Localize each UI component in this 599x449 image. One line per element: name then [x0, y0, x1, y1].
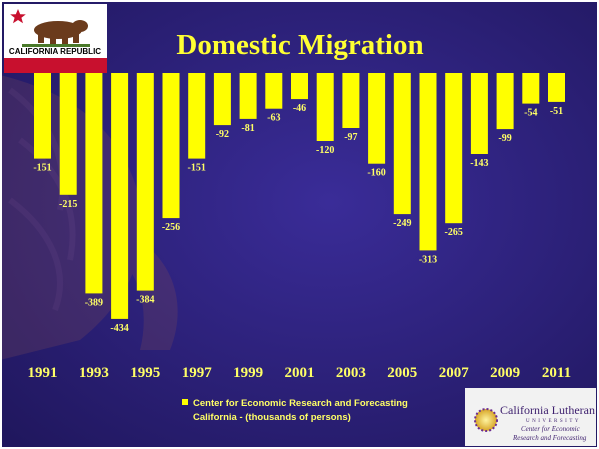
logo-sub: UNIVERSITY	[526, 419, 581, 424]
value-label-2003: -97	[344, 132, 357, 143]
x-tick-2007: 2007	[439, 365, 470, 381]
value-label-1998: -92	[216, 129, 229, 140]
value-label-1993: -389	[85, 297, 103, 308]
value-label-2011: -51	[550, 106, 563, 117]
value-label-2010: -54	[524, 108, 537, 119]
bar-2003	[342, 73, 360, 128]
value-label-1997: -151	[188, 163, 206, 174]
bar-1992	[59, 73, 77, 195]
legend-swatch	[182, 399, 188, 405]
bar-2000	[265, 73, 283, 109]
value-label-1996: -256	[162, 222, 180, 233]
value-label-2007: -265	[445, 227, 463, 238]
star-icon	[10, 9, 26, 24]
cal-lutheran-logo: California Lutheran UNIVERSITY Center fo…	[465, 388, 596, 446]
value-label-1991: -151	[33, 163, 51, 174]
value-label-2002: -120	[316, 145, 334, 156]
legend-line-2: California - (thousands of persons)	[193, 412, 351, 423]
x-tick-1995: 1995	[130, 365, 160, 381]
x-tick-1993: 1993	[79, 365, 109, 381]
california-flag: CALIFORNIA REPUBLIC	[4, 4, 107, 73]
bar-1994	[111, 73, 129, 319]
bar-2002	[316, 73, 334, 141]
bear-icon	[34, 20, 88, 44]
value-label-2004: -160	[367, 168, 385, 179]
value-label-1995: -384	[136, 295, 154, 306]
logo-line-2: Research and Forecasting	[512, 434, 587, 442]
bar-2011	[548, 73, 565, 102]
chart-title: Domestic Migration	[176, 29, 423, 61]
x-tick-2011: 2011	[542, 365, 571, 381]
value-label-1994: -434	[110, 323, 128, 334]
logo-name: California Lutheran	[500, 403, 595, 417]
x-tick-2003: 2003	[336, 365, 366, 381]
x-tick-1991: 1991	[28, 365, 58, 381]
bar-2005	[393, 73, 411, 215]
x-axis-ticks: 1991 1993 1995 1997 1999 2001 2003 2005 2007 2009…	[28, 365, 572, 381]
flag-text: CALIFORNIA REPUBLIC	[9, 47, 101, 56]
x-tick-2001: 2001	[285, 365, 315, 381]
bar-1999	[239, 73, 257, 119]
x-tick-1997: 1997	[182, 365, 213, 381]
value-label-1999: -81	[241, 123, 254, 134]
logo-line-1: Center for Economic	[521, 425, 581, 433]
bar-1997	[188, 73, 206, 159]
value-label-2000: -63	[267, 113, 280, 124]
value-label-2001: -46	[293, 103, 306, 114]
value-label-2009: -99	[498, 133, 511, 144]
bar-2001	[291, 73, 308, 100]
x-tick-2005: 2005	[387, 365, 417, 381]
x-tick-1999: 1999	[233, 365, 263, 381]
bar-2007	[445, 73, 463, 224]
legend: Center for Economic Research and Forecas…	[182, 398, 408, 423]
value-label-1992: -215	[59, 199, 77, 210]
bar-2010	[522, 73, 540, 104]
bar-1998	[213, 73, 231, 126]
bar-2008	[470, 73, 488, 154]
x-tick-2009: 2009	[490, 365, 520, 381]
value-label-2008: -143	[470, 158, 488, 169]
sun-seal-icon	[474, 408, 498, 432]
bar-2006	[419, 73, 437, 251]
bar-2004	[368, 73, 386, 164]
bar-1991	[34, 73, 51, 159]
bar-2009	[496, 73, 514, 130]
value-label-2006: -313	[419, 254, 437, 265]
legend-line-1: Center for Economic Research and Forecas…	[193, 398, 408, 409]
bar-1995	[136, 73, 154, 291]
bar-1993	[85, 73, 103, 294]
value-labels: -151 -215 -389 -434 -384 -256 -151 -92 -81 -63 -46…	[33, 103, 563, 334]
bar-1996	[162, 73, 180, 219]
bar-series	[34, 73, 565, 319]
value-label-2005: -249	[393, 218, 411, 229]
